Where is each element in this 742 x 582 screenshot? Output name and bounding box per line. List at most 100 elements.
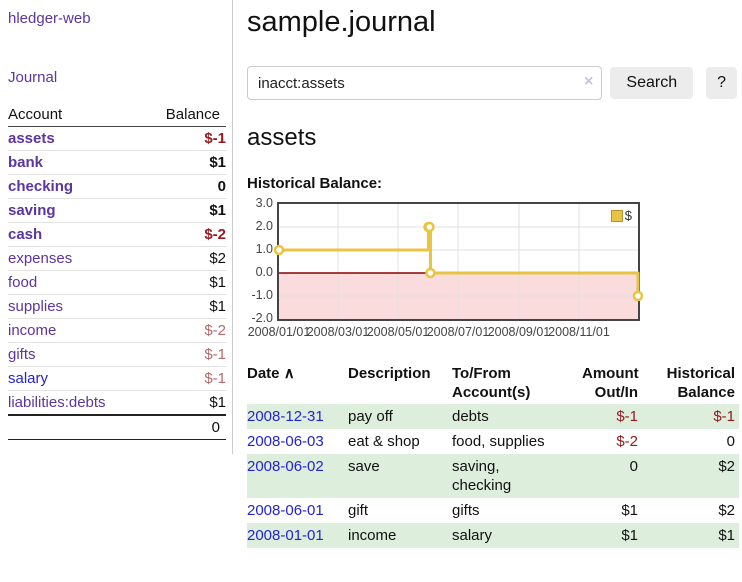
amount-column-header: Amount Out/In — [578, 362, 642, 404]
register-header-row: Date ∧ Description To/From Account(s) Am… — [247, 362, 739, 404]
account-row: income $-2 — [8, 318, 226, 343]
transaction-balance: $2 — [718, 458, 735, 475]
transaction-accounts: saving, checking — [452, 458, 512, 494]
nav-journal-link[interactable]: Journal — [8, 69, 58, 86]
x-axis-tick-label: 2008/09/01 — [487, 325, 551, 339]
transaction-amount: 0 — [629, 458, 638, 475]
transaction-accounts: food, supplies — [452, 433, 545, 450]
account-link[interactable]: income — [8, 322, 57, 339]
account-link[interactable]: gifts — [8, 346, 36, 363]
y-axis-tick-label: 0.0 — [255, 265, 273, 279]
data-point[interactable] — [425, 267, 436, 279]
y-axis-tick-label: -1.0 — [251, 288, 273, 302]
account-balance: $1 — [142, 150, 226, 175]
account-link[interactable]: food — [8, 274, 38, 291]
accounts-total-row: 0 — [8, 414, 226, 440]
date-header-label: Date — [247, 365, 280, 382]
account-link[interactable]: saving — [8, 202, 56, 219]
account-balance: 0 — [142, 174, 226, 199]
accounts-total-spacer — [8, 414, 143, 440]
account-link[interactable]: bank — [8, 154, 44, 171]
account-balance: $1 — [142, 198, 226, 223]
transaction-row: 2008-06-01 gift gifts $1 $2 — [247, 498, 739, 523]
y-axis-tick-label: -2.0 — [251, 311, 273, 325]
accounts-total-value: 0 — [142, 414, 226, 440]
account-row: bank $1 — [8, 150, 226, 175]
transaction-accounts: debts — [452, 408, 489, 425]
transaction-amount: $-1 — [616, 408, 638, 425]
chart-plot-area[interactable]: $ — [273, 202, 644, 321]
account-balance: $-2 — [142, 318, 226, 343]
date-column-header[interactable]: Date ∧ — [247, 362, 344, 404]
transaction-accounts: gifts — [452, 502, 480, 519]
account-row: assets $-1 — [8, 127, 226, 151]
transaction-accounts: salary — [452, 527, 493, 544]
account-column-header: Account — [8, 103, 143, 127]
balance-column-header-register: Historical Balance — [642, 362, 739, 404]
transaction-row: 2008-06-02 save saving, checking 0 $2 — [247, 454, 739, 498]
main-content: sample.journal × Search ? assets Histori… — [233, 0, 742, 548]
y-axis-tick-label: 3.0 — [255, 196, 273, 210]
account-balance: $-2 — [142, 222, 226, 247]
amount-header-line2: Out/In — [594, 384, 638, 401]
account-balance: $2 — [142, 246, 226, 271]
account-row: cash $-2 — [8, 222, 226, 247]
account-link[interactable]: expenses — [8, 250, 73, 267]
transaction-description: save — [348, 458, 380, 475]
accounts-header-row: Account Balance — [8, 103, 226, 127]
account-balance: $-1 — [142, 342, 226, 367]
accounts-header-line2: Account(s) — [452, 384, 531, 401]
x-axis-tick-label: 2008/03/01 — [306, 325, 370, 339]
x-axis-tick-label: 2008/05/01 — [366, 325, 430, 339]
transaction-amount: $1 — [621, 527, 638, 544]
transaction-date-link[interactable]: 2008-06-01 — [247, 502, 324, 519]
transaction-balance: $2 — [718, 502, 735, 519]
account-heading: assets — [247, 124, 317, 151]
description-header-label: Description — [348, 365, 431, 382]
data-point[interactable] — [424, 221, 435, 233]
chart-legend: $ — [610, 208, 632, 223]
account-balance: $-1 — [142, 366, 226, 391]
x-axis-tick-label: 2008/11/01 — [548, 325, 610, 339]
account-link[interactable]: assets — [8, 130, 55, 147]
app-brand[interactable]: hledger-web — [8, 10, 91, 27]
transaction-balance: $1 — [718, 527, 735, 544]
balance-column-header: Balance — [142, 103, 226, 127]
accounts-column-header: To/From Account(s) — [448, 362, 578, 404]
transaction-date-link[interactable]: 2008-12-31 — [247, 408, 324, 425]
account-row: supplies $1 — [8, 294, 226, 319]
page-title: sample.journal — [247, 6, 436, 38]
data-point[interactable] — [632, 290, 644, 302]
account-row: saving $1 — [8, 198, 226, 223]
transaction-row: 2008-01-01 income salary $1 $1 — [247, 523, 739, 548]
clear-search-icon[interactable]: × — [584, 73, 594, 90]
search-help-button[interactable]: ? — [706, 67, 737, 99]
legend-series-label: $ — [624, 208, 632, 223]
transaction-date-link[interactable]: 2008-06-02 — [247, 458, 324, 475]
account-balance: $1 — [142, 390, 226, 415]
transaction-row: 2008-06-03 eat & shop food, supplies $-2 0 — [247, 429, 739, 454]
transaction-amount: $1 — [621, 502, 638, 519]
search-bar: × Search ? — [247, 66, 737, 100]
account-row: food $1 — [8, 270, 226, 295]
search-button[interactable]: Search — [610, 67, 694, 99]
account-link[interactable]: supplies — [8, 298, 64, 315]
accounts-table: Account Balance assets $-1 bank $1 checking 0… — [8, 103, 226, 440]
description-column-header: Description — [344, 362, 448, 404]
transaction-date-link[interactable]: 2008-06-03 — [247, 433, 324, 450]
search-input[interactable] — [247, 66, 603, 100]
account-row: expenses $2 — [8, 246, 226, 271]
account-link[interactable]: liabilities:debts — [8, 394, 106, 411]
account-row: liabilities:debts $1 — [8, 390, 226, 415]
y-axis-tick-label: 1.0 — [255, 242, 273, 256]
account-link[interactable]: checking — [8, 178, 74, 195]
legend-swatch-icon — [610, 209, 623, 222]
transaction-description: gift — [348, 502, 369, 519]
data-point[interactable] — [273, 244, 285, 256]
transaction-row: 2008-12-31 pay off debts $-1 $-1 — [247, 404, 739, 429]
amount-header-line1: Amount — [582, 365, 639, 382]
account-link[interactable]: cash — [8, 226, 43, 243]
transaction-date-link[interactable]: 2008-01-01 — [247, 527, 324, 544]
accounts-header-line1: To/From — [452, 365, 511, 382]
account-link[interactable]: salary — [8, 370, 49, 387]
